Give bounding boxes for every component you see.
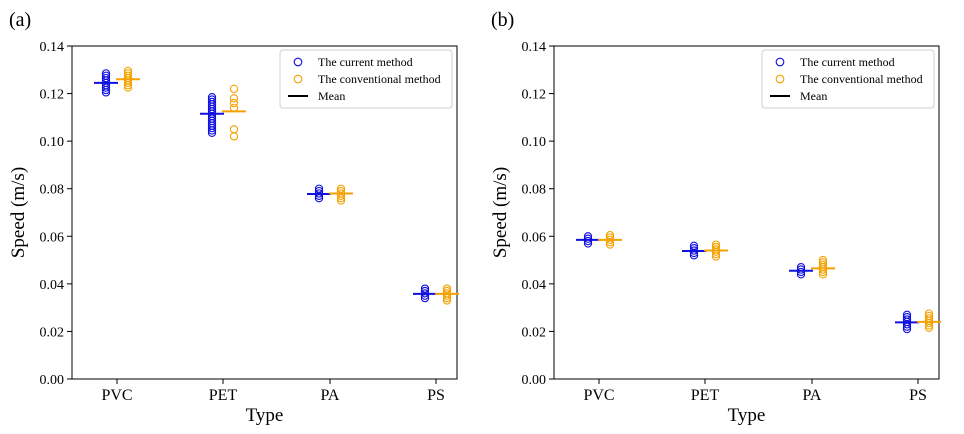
y-tick-label: 0.02 [522,325,547,340]
y-tick-label: 0.08 [40,183,65,198]
x-tick-label-pvc: PVC [583,387,614,404]
plot-frame [553,45,940,380]
point-conventional [229,132,239,141]
chart-svg: (b) 0.00 0.02 0.04 0.06 0.08 0.10 0.12 0.14 PVC PE… [490,9,941,426]
legend-marker-conventional [775,74,785,84]
y-tick-label: 0.04 [40,278,65,293]
point-current [796,265,806,274]
x-tick-label-pa: PA [321,387,340,404]
point-conventional [711,245,721,254]
point-current [583,236,593,246]
point-conventional [229,98,239,108]
x-axis-title: Type [246,405,284,426]
chart-panel-a: (a) 0.00 0.02 0.04 0.06 0.08 0.10 0.12 0.14 PVC PE… [8,9,459,426]
y-tick-label: 0.00 [40,373,65,388]
point-current [207,92,217,102]
y-tick-label: 0.14 [522,40,547,55]
point-conventional [818,255,828,265]
point-conventional [605,230,615,240]
point-conventional [229,94,239,103]
panel-label: (a) [9,9,31,31]
panel-label: (b) [491,9,514,31]
point-current [902,313,912,322]
point-current [420,284,430,293]
y-tick-label: 0.12 [40,88,65,103]
point-current [796,267,806,277]
point-current [583,234,593,243]
x-tick-label-ps: PS [909,387,927,404]
y-tick-label: 0.10 [40,135,65,150]
legend-marker-current [293,57,303,67]
point-conventional [336,186,346,196]
x-tick-label-ps: PS [427,387,445,404]
point-conventional [336,184,346,193]
x-tick-label-pa: PA [803,387,822,404]
legend-label: Mean [318,89,345,103]
y-tick-label: 0.14 [40,40,65,55]
legend-marker-conventional [293,74,303,84]
x-tick-label-pet: PET [691,387,720,404]
point-current [101,69,111,78]
y-axis-title: Speed (m/s) [8,167,29,258]
y-tick-label: 0.00 [522,373,547,388]
legend-box [761,49,935,109]
point-conventional [123,66,133,76]
legend-label: The current method [318,55,413,69]
point-conventional [711,240,721,249]
y-tick-label: 0.12 [522,88,547,103]
y-tick-label: 0.10 [522,135,547,150]
point-conventional [123,69,133,78]
point-current [689,241,699,250]
point-current [101,73,111,83]
chart-panel-b: (b) 0.00 0.02 0.04 0.06 0.08 0.10 0.12 0.14 PVC PE… [482,0,964,434]
y-tick-label: 0.06 [40,230,65,245]
x-tick-label-pvc: PVC [101,387,132,404]
legend-box [279,49,453,109]
point-current [314,184,324,193]
legend-label: The conventional method [318,72,441,86]
legend-label: The current method [800,55,895,69]
point-current [207,97,217,107]
point-current [902,310,912,319]
legend-label: Mean [800,89,827,103]
y-tick-label: 0.08 [522,183,547,198]
point-conventional [605,233,615,242]
y-tick-label: 0.02 [40,325,65,340]
chart-svg: (a) 0.00 0.02 0.04 0.06 0.08 0.10 0.12 0.14 PVC PE… [8,9,459,426]
legend-marker-current [775,57,785,67]
point-current [207,95,217,104]
point-conventional [442,284,452,293]
y-axis-title: Speed (m/s) [490,167,511,258]
point-conventional [924,311,934,321]
y-tick-label: 0.06 [522,230,547,245]
point-conventional [229,84,239,93]
y-tick-label: 0.04 [522,278,547,293]
x-axis-title: Type [728,405,766,426]
point-conventional [924,309,934,318]
point-conventional [229,125,239,134]
point-conventional [818,258,828,267]
point-current [101,71,111,80]
plot-frame [71,45,458,380]
legend-label: The conventional method [800,72,923,86]
x-tick-label-pet: PET [209,387,238,404]
